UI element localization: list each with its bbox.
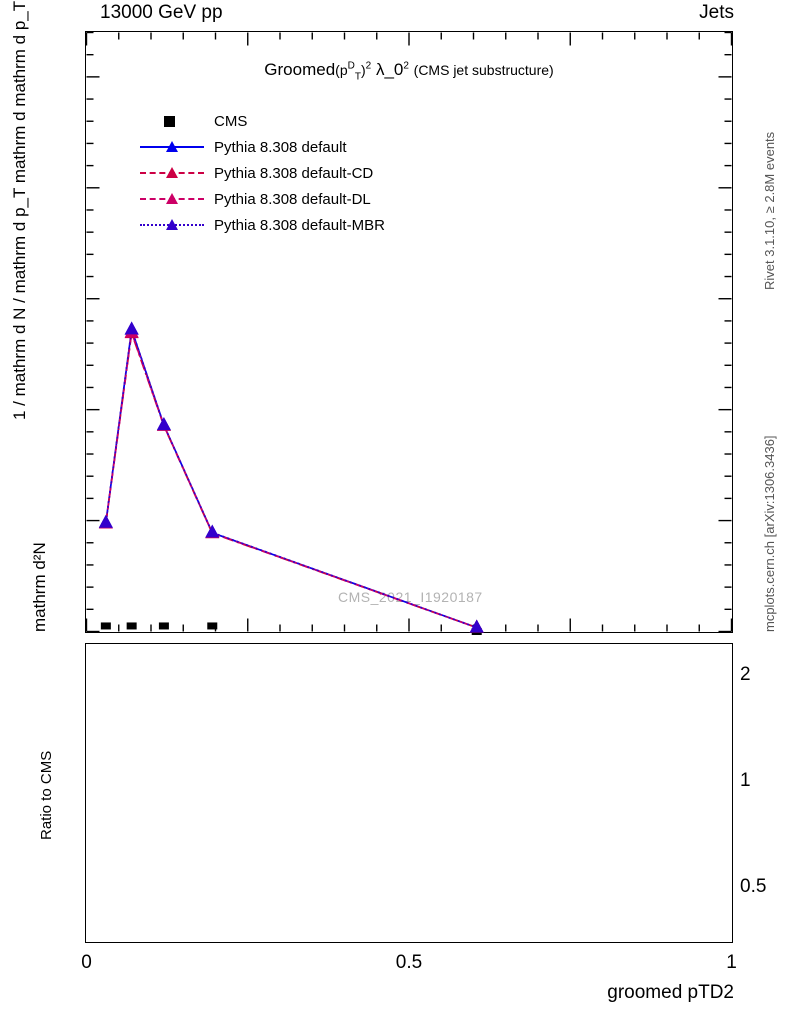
y-axis-title-ratio: Ratio to CMS	[38, 750, 55, 840]
legend-label-default-mbr: Pythia 8.308 default-MBR	[214, 216, 385, 234]
mcplots-source-note: mcplots.cern.ch [arXiv:1306.3436]	[762, 435, 777, 632]
x-axis-tick-labels: 0 0.5 1	[0, 952, 786, 982]
axis-tick-label: 2	[740, 664, 751, 686]
legend: CMS Pythia 8.308 default Pythia 8.308 de…	[140, 108, 385, 238]
plot-title-expr-pow: 2	[365, 60, 372, 72]
legend-item-default-cd[interactable]: Pythia 8.308 default-CD	[140, 160, 385, 186]
legend-key-default-mbr	[140, 216, 204, 234]
legend-label-default-cd: Pythia 8.308 default-CD	[214, 164, 374, 182]
legend-label-default: Pythia 8.308 default	[214, 138, 347, 156]
rivet-version-note: Rivet 3.1.10, ≥ 2.8M events	[762, 131, 777, 290]
axis-tick-label: 0.5	[395, 952, 423, 973]
y-axis-title-denominator: 1 / mathrm d N / mathrm d p_T mathrm d m…	[10, 0, 29, 420]
axis-tick-label: 1	[726, 952, 737, 973]
triangle-marker-icon	[166, 219, 178, 230]
header-left-text: 13000 GeV pp	[100, 2, 223, 23]
y-axis-tick-labels-ratio-right: 0.5 1 2	[0, 0, 766, 1024]
plot-title-suffix: (CMS jet substructure)	[413, 62, 554, 78]
plot-title-prefix: Groomed	[264, 60, 336, 79]
x-axis-title: groomed pTD2	[607, 982, 734, 1003]
triangle-marker-icon	[166, 193, 178, 204]
plot-title-lambda-pow: 2	[403, 60, 409, 72]
legend-label-cms: CMS	[214, 112, 248, 130]
legend-item-default-mbr[interactable]: Pythia 8.308 default-MBR	[140, 212, 385, 238]
legend-label-default-dl: Pythia 8.308 default-DL	[214, 190, 371, 208]
axis-tick-label: 0	[81, 952, 92, 973]
plot-title: Groomed(pDT)2 λ_02 (CMS jet substructure…	[85, 60, 733, 82]
y-axis-title-numerator: mathrm d²N	[30, 542, 49, 632]
plot-title-lambda: λ_0	[375, 60, 404, 79]
ratio-plot-frame	[85, 643, 733, 943]
plot-title-expr-open: (p	[335, 62, 348, 78]
legend-key-default-dl	[140, 190, 204, 208]
plot-title-sub-t: T	[354, 71, 361, 83]
dataset-watermark: CMS_2021_I1920187	[338, 589, 483, 605]
legend-item-cms[interactable]: CMS	[140, 108, 385, 134]
square-marker-icon	[164, 116, 175, 127]
axis-tick-label: 1	[740, 770, 751, 792]
plot-title-sup-d: D	[347, 60, 355, 72]
legend-item-default-dl[interactable]: Pythia 8.308 default-DL	[140, 186, 385, 212]
triangle-marker-icon	[166, 167, 178, 178]
legend-key-cms	[140, 112, 204, 130]
legend-key-default	[140, 138, 204, 156]
header-right-text: Jets	[699, 2, 734, 23]
legend-key-default-cd	[140, 164, 204, 182]
legend-item-default[interactable]: Pythia 8.308 default	[140, 134, 385, 160]
triangle-marker-icon	[166, 141, 178, 152]
axis-tick-label: 0.5	[740, 876, 767, 898]
plot-title-expr-close: )	[360, 62, 366, 78]
